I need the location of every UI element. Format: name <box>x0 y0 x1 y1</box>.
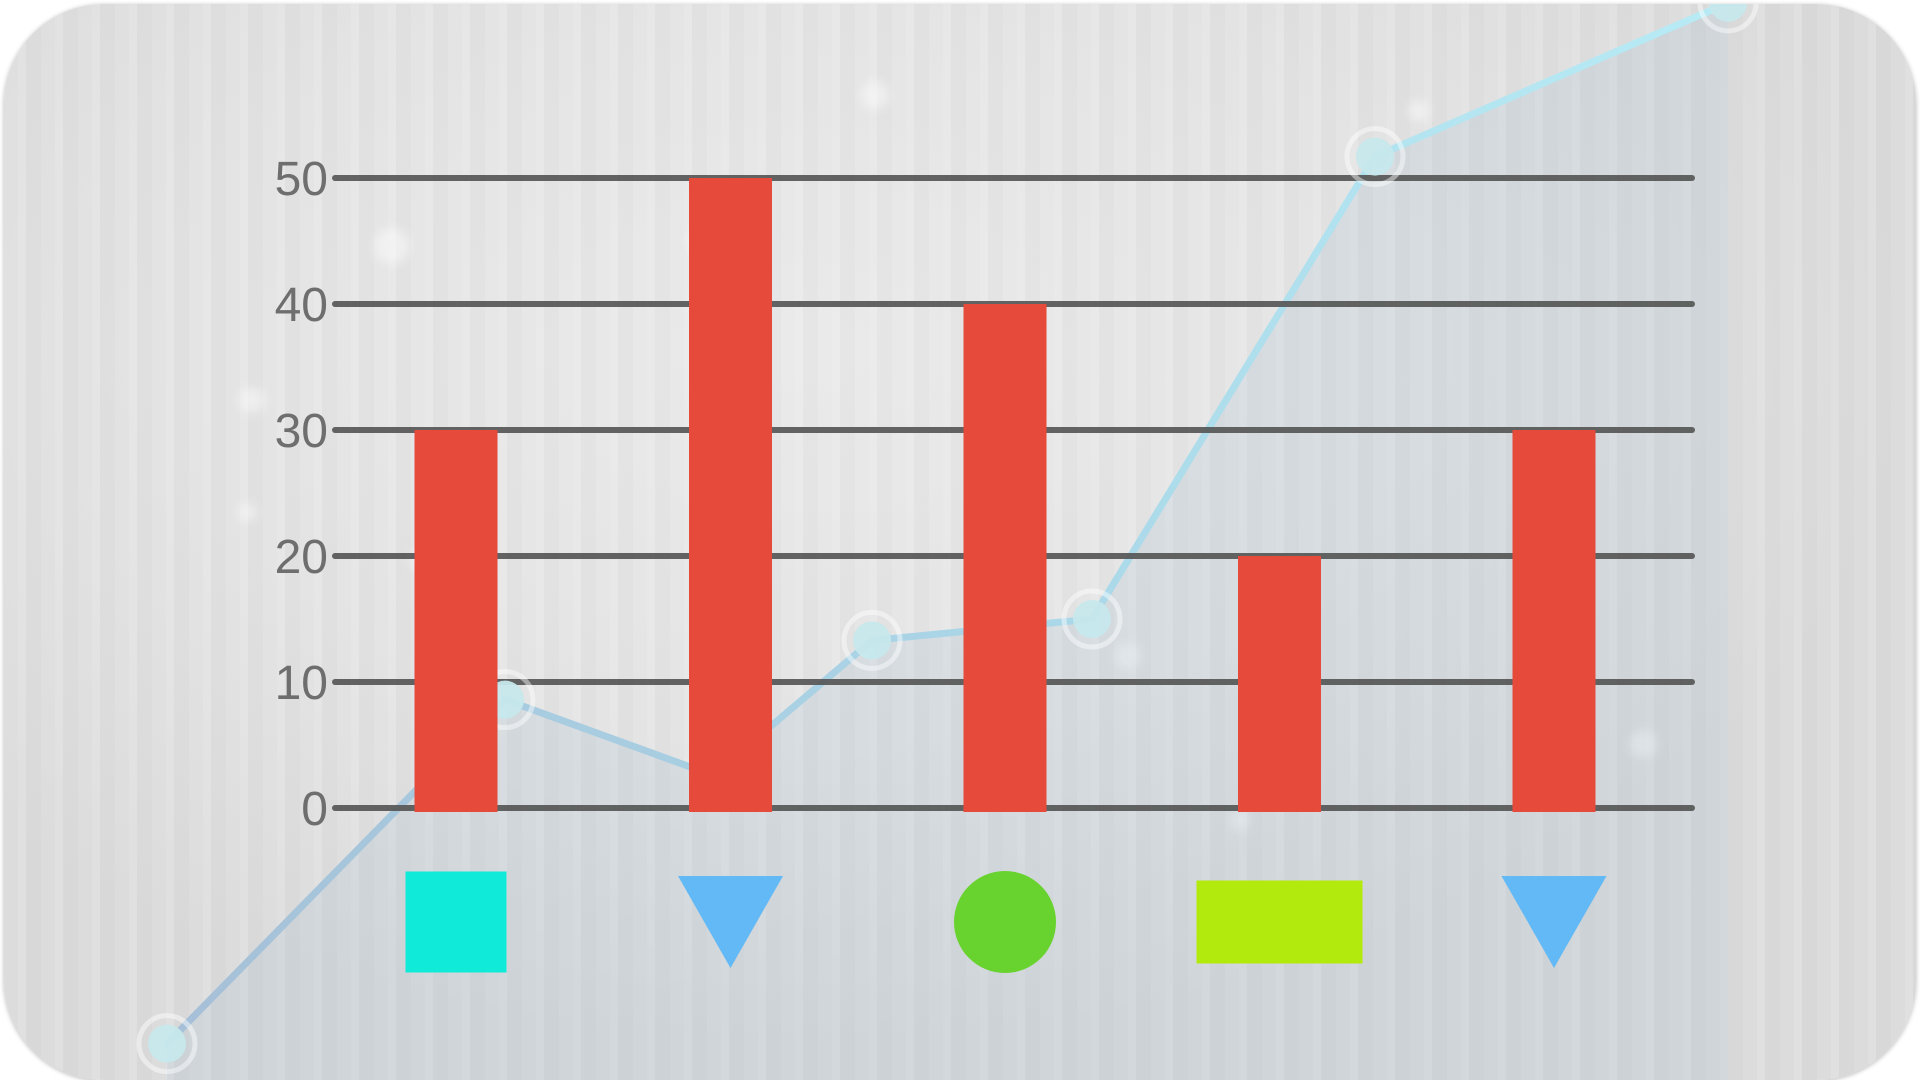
chart-card: 0 10 20 30 40 50 <box>4 4 1916 1080</box>
category-icons <box>405 871 1607 973</box>
bokeh-dot <box>1115 643 1141 669</box>
y-tick-label: 40 <box>275 279 328 332</box>
cyan-square-icon <box>405 871 507 973</box>
chart-svg: 0 10 20 30 40 50 <box>136 4 1759 1080</box>
bokeh-dot <box>1629 730 1657 758</box>
bar-1 <box>414 430 498 812</box>
trend-marker <box>1073 600 1111 638</box>
bokeh-dot <box>861 81 889 109</box>
bar-3 <box>963 304 1047 812</box>
bokeh-dot <box>1230 810 1250 830</box>
y-axis-labels: 0 10 20 30 40 50 <box>275 153 328 836</box>
marker-ring <box>1061 588 1123 650</box>
trend-markers <box>136 4 1759 1075</box>
trend-marker <box>1709 4 1747 22</box>
trend-area-fill <box>167 4 1728 1080</box>
bokeh-dot <box>238 503 256 521</box>
marker-ring <box>1697 4 1759 34</box>
trend-marker <box>1356 137 1394 176</box>
lime-rectangle-icon <box>1196 880 1363 964</box>
bokeh-dot <box>374 228 410 264</box>
marker-ring <box>1344 126 1406 188</box>
y-tick-label: 30 <box>275 405 328 458</box>
blue-triangle-down-icon <box>678 876 783 968</box>
blue-triangle-down-icon <box>1501 876 1607 968</box>
y-tick-label: 0 <box>301 783 328 836</box>
green-circle-icon <box>954 871 1056 973</box>
bar-4 <box>1238 556 1321 812</box>
bar-5 <box>1512 430 1596 812</box>
bokeh-dot <box>239 387 265 413</box>
bokeh-dot <box>1408 100 1430 122</box>
trend-marker <box>148 1024 186 1063</box>
bar-2 <box>689 178 772 812</box>
y-tick-label: 50 <box>275 153 328 206</box>
marker-ring <box>841 609 903 671</box>
bar-series <box>414 178 1596 812</box>
y-tick-label: 20 <box>275 531 328 584</box>
y-tick-label: 10 <box>275 657 328 710</box>
trend-marker <box>853 621 891 660</box>
marker-ring <box>136 1013 198 1075</box>
